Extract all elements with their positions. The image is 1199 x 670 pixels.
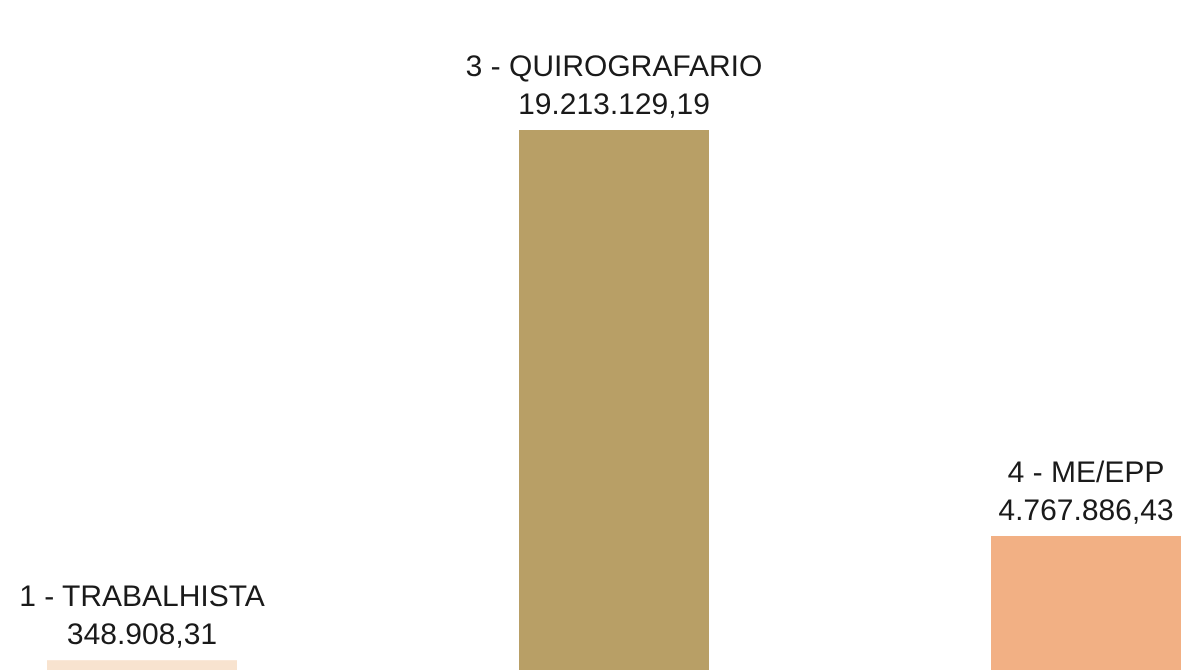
value-label-1: 348.908,31	[67, 618, 217, 651]
value-label-2: 19.213.129,19	[518, 88, 710, 121]
bar-1	[47, 660, 237, 670]
category-label-1: 1 - TRABALHISTA	[19, 580, 265, 613]
category-label-2: 3 - QUIROGRAFARIO	[466, 50, 763, 83]
value-label-3: 4.767.886,43	[998, 494, 1173, 527]
bar-2	[519, 130, 709, 670]
category-label-3: 4 - ME/EPP	[1008, 456, 1165, 489]
bar-3	[991, 535, 1181, 670]
